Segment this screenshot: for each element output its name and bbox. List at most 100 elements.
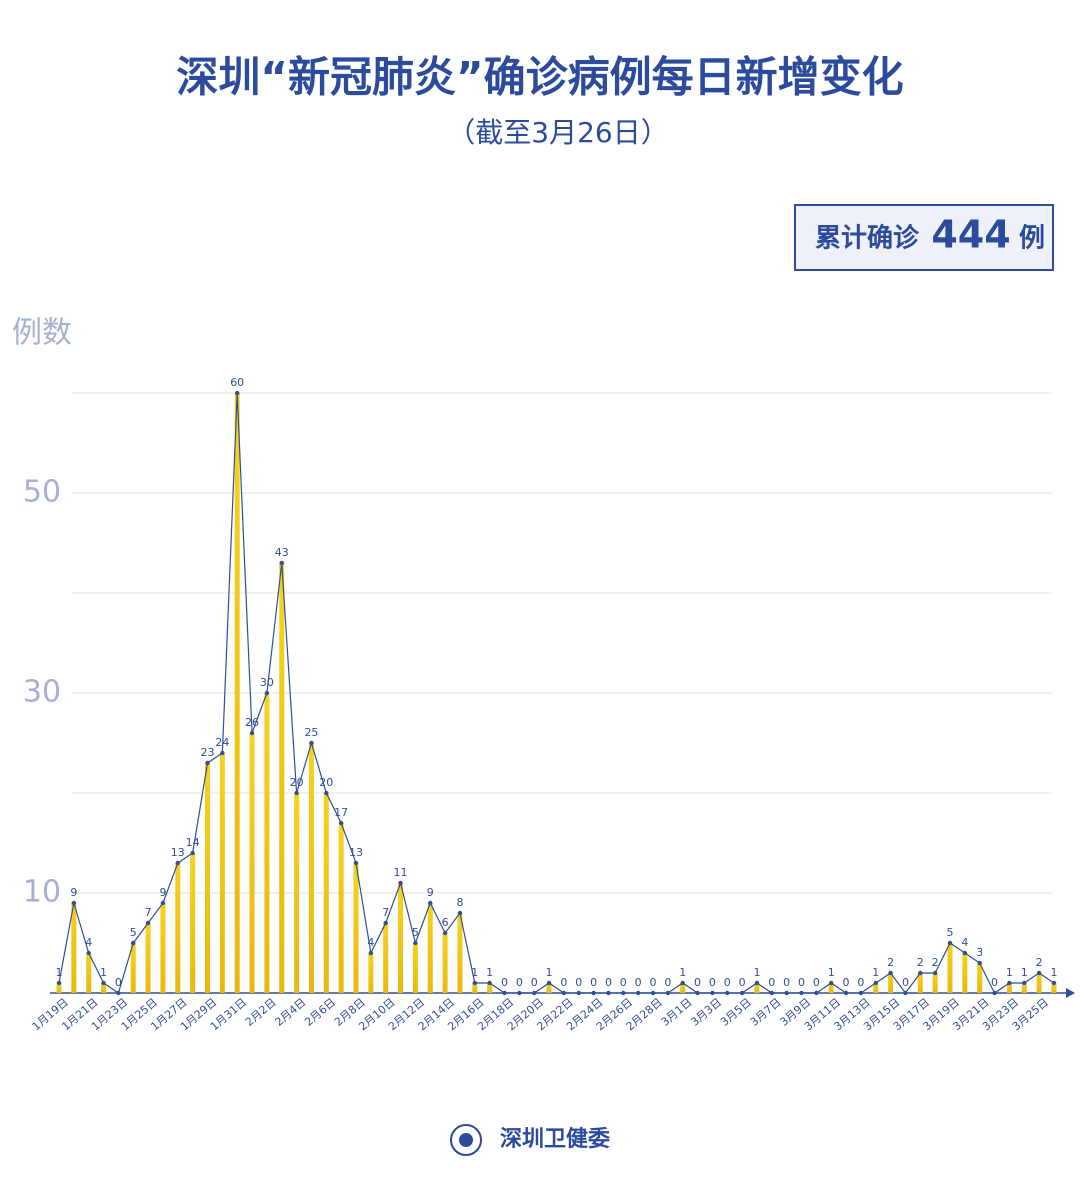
point: [428, 900, 433, 906]
value-label: 7: [145, 906, 152, 919]
bar: [1006, 983, 1012, 993]
bar: [1021, 983, 1027, 993]
point: [502, 990, 507, 996]
point: [591, 990, 596, 996]
value-label: 0: [902, 976, 909, 989]
y-tick-label: 30: [23, 675, 61, 710]
value-label: 0: [635, 976, 642, 989]
value-label: 5: [130, 926, 137, 939]
point: [457, 910, 463, 916]
value-label: 0: [798, 976, 805, 989]
bar: [888, 973, 894, 993]
point: [413, 940, 418, 946]
point: [249, 730, 255, 736]
value-label: 1: [753, 966, 760, 979]
value-label: 20: [290, 776, 304, 789]
bar: [472, 983, 478, 993]
bar: [1036, 973, 1042, 993]
point: [338, 820, 344, 826]
value-label: 1: [100, 966, 107, 979]
point: [650, 990, 656, 996]
value-label: 1: [872, 966, 879, 979]
bar: [219, 753, 225, 993]
value-label: 0: [560, 976, 567, 989]
value-label: 1: [546, 966, 553, 979]
point: [101, 980, 106, 986]
chart-subtitle: （截至3月26日）: [447, 116, 668, 149]
point: [784, 990, 789, 996]
value-label: 0: [501, 976, 508, 989]
value-label: 5: [412, 926, 419, 939]
point: [977, 960, 982, 966]
value-label: 30: [260, 676, 274, 689]
point: [1051, 980, 1057, 986]
point: [472, 980, 477, 986]
bar: [145, 923, 151, 993]
bar: [947, 943, 953, 993]
bar: [457, 913, 463, 993]
value-label: 1: [1006, 966, 1013, 979]
x-tick-label: 2月4日: [273, 996, 309, 1029]
point: [294, 790, 299, 796]
value-label: 2: [932, 956, 939, 969]
value-label: 0: [813, 976, 820, 989]
value-label: 9: [70, 886, 77, 899]
bar: [546, 983, 552, 993]
point: [264, 690, 270, 696]
value-label: 1: [56, 966, 63, 979]
x-tick-label: 3月7日: [748, 996, 784, 1029]
value-label: 0: [115, 976, 122, 989]
value-label: 0: [843, 976, 850, 989]
value-label: 0: [605, 976, 612, 989]
value-label: 24: [215, 736, 229, 749]
value-label: 60: [230, 376, 244, 389]
value-label: 23: [201, 746, 215, 759]
point: [353, 860, 359, 866]
point: [279, 560, 284, 566]
point: [145, 920, 151, 926]
value-label: 26: [245, 716, 259, 729]
point: [903, 990, 908, 996]
bar: [962, 953, 968, 993]
point: [86, 950, 91, 956]
point: [799, 990, 804, 996]
bar: [234, 393, 240, 993]
bar: [323, 793, 329, 993]
value-label: 2: [917, 956, 924, 969]
value-label: 0: [724, 976, 731, 989]
point: [487, 980, 492, 986]
point: [546, 980, 552, 986]
bar: [873, 983, 879, 993]
value-label: 0: [857, 976, 864, 989]
value-label: 5: [947, 926, 954, 939]
point: [235, 390, 240, 396]
bar: [427, 903, 433, 993]
bar: [308, 743, 314, 993]
value-label: 1: [1021, 966, 1028, 979]
x-tick-label: 3月3日: [688, 996, 724, 1029]
value-label: 11: [394, 866, 408, 879]
x-tick-label: 3月5日: [718, 996, 754, 1029]
bar: [442, 933, 448, 993]
value-label: 1: [679, 966, 686, 979]
point: [843, 990, 849, 996]
point: [769, 990, 774, 996]
point: [621, 990, 626, 996]
point: [160, 900, 166, 906]
point: [710, 990, 715, 996]
point: [1007, 980, 1012, 986]
value-label: 0: [783, 976, 790, 989]
value-label: 4: [85, 936, 92, 949]
value-label: 0: [575, 976, 582, 989]
bar: [383, 923, 389, 993]
point: [680, 980, 685, 986]
point: [814, 990, 819, 996]
y-tick-label: 50: [23, 475, 61, 510]
point: [739, 990, 745, 996]
point: [398, 880, 403, 886]
source: 深圳卫健委: [500, 1126, 610, 1152]
total-prefix: 累计确诊: [815, 223, 920, 254]
bar: [977, 963, 983, 993]
value-label: 25: [304, 726, 318, 739]
y-axis-label: 例数: [12, 316, 72, 351]
